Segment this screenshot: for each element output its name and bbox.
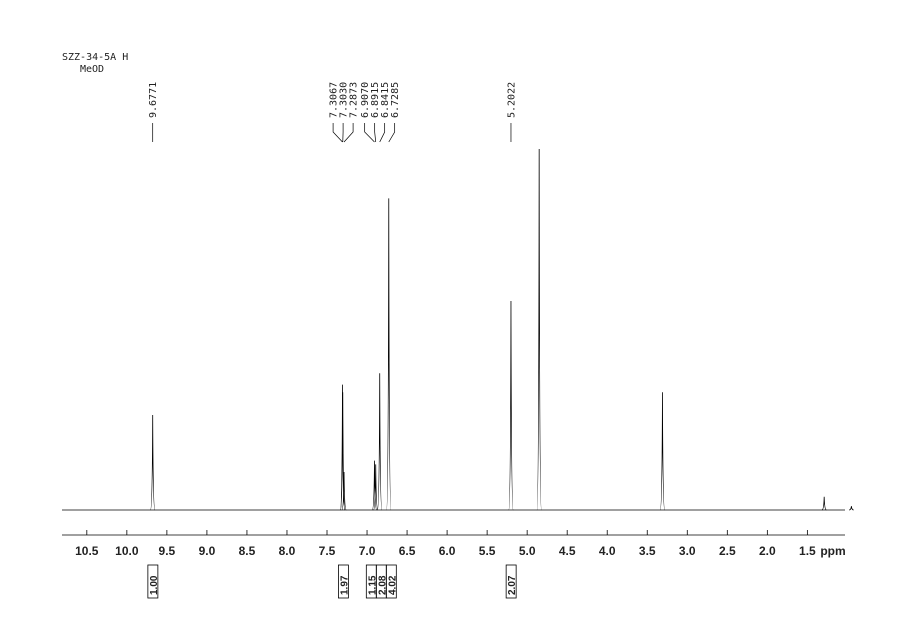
- peak-leader: [343, 123, 354, 143]
- x-tick-label: 6.0: [439, 544, 456, 558]
- peak-label: 6.9070: [360, 82, 371, 118]
- x-tick-label: 4.0: [599, 544, 616, 558]
- peak-label: 6.8415: [380, 82, 391, 118]
- x-tick-label: 10.0: [115, 544, 139, 558]
- peak-leader: [374, 123, 377, 143]
- integral-label: 1.00: [149, 575, 160, 595]
- x-tick-label: 2.0: [759, 544, 776, 558]
- x-tick-label: 6.5: [399, 544, 416, 558]
- integral-label: 1.15: [367, 575, 378, 595]
- peak: [371, 460, 378, 511]
- peak: [377, 373, 383, 511]
- peak: [508, 300, 514, 511]
- peak: [373, 464, 379, 511]
- peak-label: 5.2022: [506, 82, 517, 118]
- integral-bracket: [505, 564, 517, 599]
- peak-leader: [388, 123, 396, 143]
- peak: [341, 471, 347, 511]
- peak-label: 6.8915: [370, 82, 381, 118]
- x-tick-label: 4.5: [559, 544, 576, 558]
- peak: [386, 198, 392, 511]
- chart-subtitle: MeOD: [80, 64, 104, 75]
- peak: [150, 414, 156, 511]
- peak-label: 9.6771: [148, 82, 159, 118]
- x-tick-label: 1.5: [799, 544, 816, 558]
- x-tick-label: 5.5: [479, 544, 496, 558]
- x-tick-label: 9.5: [159, 544, 176, 558]
- integral-label: 4.02: [387, 575, 398, 595]
- integral-label: 2.07: [507, 575, 518, 595]
- x-tick-label: 7.5: [319, 544, 336, 558]
- peak: [659, 392, 666, 511]
- integral-bracket: [147, 564, 159, 599]
- x-tick-label: 3.5: [639, 544, 656, 558]
- peak-leader: [332, 123, 343, 143]
- peak-label: 6.7285: [390, 82, 401, 118]
- peak: [821, 496, 827, 511]
- chart-title: SZZ-34-5A H: [62, 52, 128, 63]
- integral-bracket: [385, 564, 397, 599]
- peak: [536, 148, 542, 511]
- peak-leader: [364, 123, 375, 143]
- integral-label: 2.08: [377, 575, 388, 595]
- x-tick-label: 9.0: [199, 544, 216, 558]
- peak-leader: [379, 123, 386, 143]
- x-tick-label: 8.0: [279, 544, 296, 558]
- peak: [340, 392, 346, 511]
- x-tick-label: 8.5: [239, 544, 256, 558]
- peak-label: 7.3030: [339, 82, 350, 118]
- peak-label: 7.3067: [329, 82, 340, 118]
- peak-label: 7.2873: [349, 82, 360, 118]
- x-tick-label: 10.5: [75, 544, 99, 558]
- x-tick-label: 2.5: [719, 544, 736, 558]
- integral-label: 1.97: [339, 575, 350, 595]
- x-tick-label: 5.0: [519, 544, 536, 558]
- x-tick-label: 7.0: [359, 544, 376, 558]
- x-tick-label: 3.0: [679, 544, 696, 558]
- x-axis-label: ppm: [820, 544, 845, 558]
- integral-bracket: [338, 564, 349, 599]
- peak: [849, 506, 854, 511]
